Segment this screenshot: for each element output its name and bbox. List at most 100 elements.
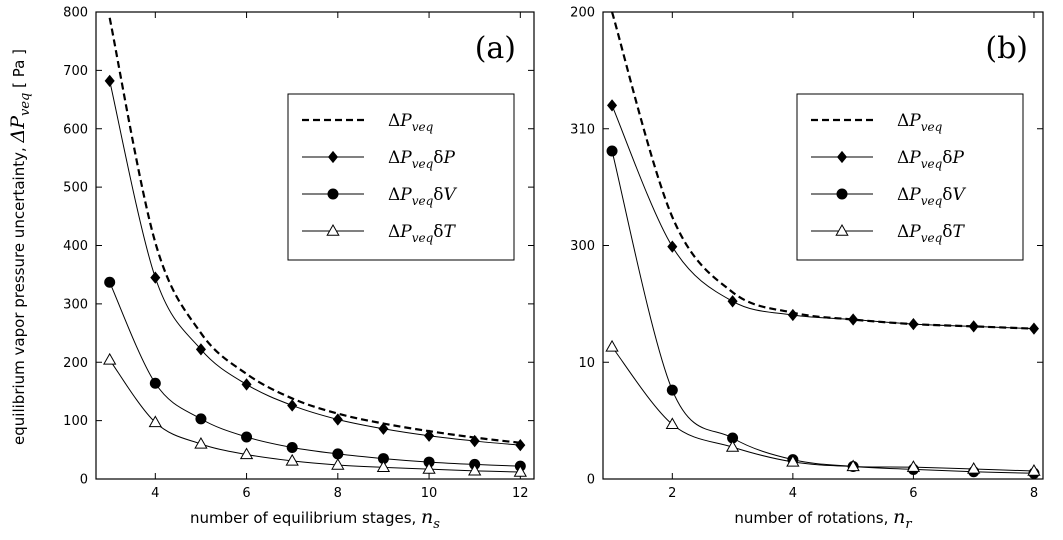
data-point-triangle-open	[906, 460, 921, 472]
legend-marker-diamond	[836, 150, 848, 164]
data-point-circle	[377, 453, 389, 465]
series-line-2	[109, 282, 521, 467]
data-point-diamond	[378, 422, 389, 435]
data-point-triangle-open	[376, 460, 391, 473]
data-point-triangle-open	[468, 463, 482, 476]
legend-label: ΔPveqδP	[388, 148, 456, 171]
data-point-diamond	[104, 74, 115, 88]
y-tick-label: 300	[570, 239, 595, 254]
y-tick-label: 0	[80, 473, 88, 488]
data-point-diamond	[332, 413, 343, 426]
x-tick-label: 8	[334, 486, 342, 501]
data-point-triangle-open	[103, 352, 117, 365]
x-tick-label: 4	[151, 486, 159, 501]
panel-label-b: (b)	[985, 31, 1028, 66]
y-tick-label: 300	[63, 297, 88, 312]
x-tick-label: 6	[242, 486, 250, 501]
data-point-circle	[195, 413, 207, 425]
series-a	[103, 17, 527, 477]
y-tick-label: 800	[63, 6, 88, 21]
x-tick-label: 2	[668, 486, 676, 501]
data-point-triangle-open	[605, 339, 619, 352]
panel-label-a: (a)	[475, 31, 516, 66]
y-tick-label: 10	[578, 356, 595, 371]
legend-b: ΔPveq ΔPveqδP ΔPveqδV ΔPveqδT	[796, 93, 1024, 261]
y-tick-label: 200	[570, 6, 595, 21]
data-point-diamond	[1028, 322, 1039, 335]
legend-marker-triangle-open	[835, 223, 849, 236]
data-point-circle	[727, 432, 739, 444]
legend-label: ΔPveqδT	[897, 222, 966, 245]
legend-label: ΔPveq	[388, 111, 434, 134]
data-point-circle	[104, 276, 116, 288]
data-point-circle	[666, 384, 678, 396]
data-point-diamond	[968, 320, 979, 333]
y-tick-label: 0	[587, 473, 595, 488]
legend-marker-circle	[836, 188, 848, 200]
legend-label: ΔPveq	[897, 111, 943, 134]
series-b	[605, 12, 1041, 479]
y-ticks-b: 0 10 300 310 200	[570, 6, 1043, 488]
legend-label: ΔPveqδV	[897, 185, 967, 208]
legend-a: ΔPveq ΔPveqδP ΔPveqδV ΔPveqδT	[287, 93, 515, 261]
x-axis-label-a: number of equilibrium stages, ns	[190, 506, 440, 532]
data-point-triangle-open	[786, 454, 800, 467]
legend-label: ΔPveqδT	[388, 222, 457, 245]
legend-label: ΔPveqδP	[897, 148, 965, 171]
data-point-triangle-open	[513, 464, 527, 477]
data-point-circle	[606, 145, 618, 157]
x-tick-label: 4	[789, 486, 797, 501]
series-line-0	[108, 17, 521, 444]
x-ticks-a: 4 6 8 10 12	[151, 12, 529, 501]
data-point-diamond	[287, 399, 298, 412]
y-tick-label: 700	[63, 64, 88, 79]
y-tick-label: 310	[570, 122, 595, 137]
legend-marker-diamond	[327, 150, 339, 164]
legend-marker-triangle-open	[326, 223, 340, 236]
data-point-circle	[286, 441, 298, 453]
data-point-triangle-open	[148, 415, 162, 428]
data-point-circle	[332, 448, 344, 460]
y-axis-label: equilibrium vapor pressure uncertainty, …	[7, 49, 33, 445]
y-ticks-a: 0 100 200 300 400 500 600 700 800	[63, 6, 534, 488]
data-point-diamond	[195, 343, 206, 356]
panel-a: 0 100 200 300 400 500 600 700 800 4 6 8 10 12 (a) ΔP…	[63, 6, 535, 532]
x-tick-label: 8	[1030, 486, 1038, 501]
series-line-3	[109, 359, 521, 473]
data-point-triangle-open	[331, 457, 345, 470]
data-point-triangle-open	[422, 462, 436, 474]
y-tick-label: 100	[63, 414, 88, 429]
data-point-triangle-open	[1027, 464, 1041, 476]
data-point-triangle-open	[967, 461, 981, 474]
legend-box	[796, 93, 1024, 261]
data-point-triangle-open	[239, 447, 254, 460]
data-point-diamond	[727, 295, 738, 308]
data-point-circle	[149, 377, 161, 389]
data-point-diamond	[908, 317, 919, 331]
y-tick-label: 600	[63, 122, 88, 137]
data-point-diamond	[469, 434, 480, 448]
data-point-diamond	[515, 439, 526, 452]
data-point-triangle-open	[846, 459, 860, 472]
data-point-diamond	[241, 378, 252, 391]
y-tick-label: 400	[63, 239, 88, 254]
x-tick-label: 12	[512, 486, 529, 501]
data-point-triangle-open	[194, 436, 208, 449]
series-line-3	[611, 346, 1034, 472]
legend-label: ΔPveqδV	[388, 185, 458, 208]
x-tick-label: 6	[909, 486, 917, 501]
x-axis-label-b: number of rotations, nr	[734, 506, 912, 532]
panel-b: 0 10 300 310 200 2 4 6 8 (b) ΔPveq ΔPveqδP ΔPveqδ…	[570, 6, 1044, 532]
y-tick-label: 500	[63, 181, 88, 196]
data-point-triangle-open	[665, 417, 679, 430]
data-point-diamond	[150, 271, 161, 284]
data-point-circle	[241, 431, 253, 443]
data-point-diamond	[424, 429, 435, 442]
data-point-diamond	[848, 313, 859, 326]
y-tick-label: 200	[63, 356, 88, 371]
legend-box	[287, 93, 515, 261]
x-tick-label: 10	[421, 486, 438, 501]
legend-marker-circle	[327, 188, 339, 200]
data-point-diamond	[667, 240, 678, 253]
